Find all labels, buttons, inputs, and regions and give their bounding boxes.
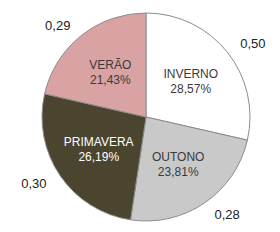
data-label: 21,43% <box>90 73 131 87</box>
slices <box>42 13 250 221</box>
data-label: 26,19% <box>78 150 119 164</box>
category-label: OUTONO <box>152 150 204 164</box>
annotation: 0,29 <box>45 18 70 33</box>
annotation: 0,28 <box>214 207 239 222</box>
category-label: PRIMAVERA <box>64 135 134 149</box>
data-label: 28,57% <box>170 82 211 96</box>
chart: INVERNO28,57% 0,50 OUTONO23,81% 0,28 PRIMAVE… <box>0 0 280 232</box>
labels: INVERNO28,57% 0,50 OUTONO23,81% 0,28 PRIMAVE… <box>21 18 265 223</box>
slice <box>131 117 248 221</box>
data-label: 23,81% <box>158 165 199 179</box>
category-label: VERÃO <box>89 58 131 72</box>
annotation: 0,30 <box>21 176 46 191</box>
annotation: 0,50 <box>240 36 265 51</box>
slice <box>45 13 146 117</box>
category-label: INVERNO <box>163 67 218 81</box>
